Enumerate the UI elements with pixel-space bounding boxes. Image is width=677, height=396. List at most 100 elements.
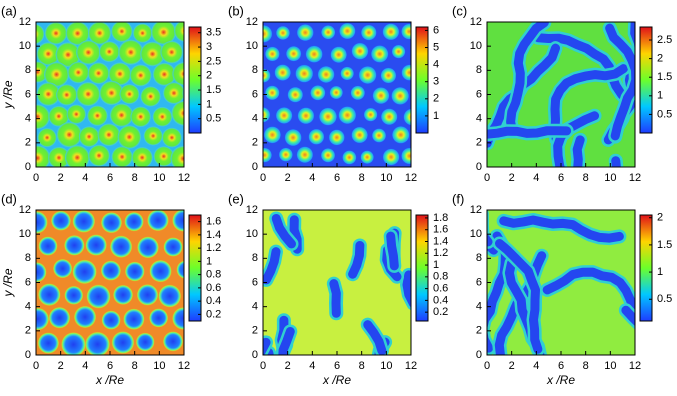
field-spot: [108, 62, 132, 86]
heatmap-field: [487, 210, 635, 355]
x-tick-label: 12: [178, 360, 190, 372]
field-spot: [123, 308, 145, 330]
field-stripe: [278, 326, 295, 355]
field-spot: [263, 147, 273, 163]
field-spot: [285, 45, 302, 62]
x-tick-label: 6: [558, 360, 564, 372]
field-spot: [135, 332, 155, 352]
field-spot: [318, 107, 338, 126]
field-spot: [65, 145, 90, 167]
field-spot: [129, 64, 152, 87]
colorbar: [639, 214, 653, 322]
y-tick-label: 8: [25, 64, 31, 76]
y-tick-label: 4: [252, 301, 258, 313]
x-tick-label: 10: [604, 360, 616, 372]
x-tick-label: 0: [260, 172, 266, 184]
field-stripe: [499, 215, 624, 243]
field-spot: [111, 22, 133, 42]
field-spot: [72, 210, 96, 233]
field-spot: [36, 42, 60, 66]
field-background: [36, 210, 184, 355]
field-spot: [130, 106, 151, 127]
x-tick-label: 2: [58, 360, 64, 372]
field-stripe: [264, 348, 274, 355]
colorbar-tick-label: 1: [433, 110, 439, 122]
y-tick-label: 6: [476, 276, 482, 288]
x-tick-label: 12: [178, 172, 190, 184]
field-spot: [358, 65, 377, 85]
field-spot: [171, 100, 184, 126]
y-tick-label: 6: [476, 88, 482, 100]
colorbar-tick-label: 2: [206, 70, 212, 82]
colorbar-tick-label: 1.4: [206, 229, 221, 241]
field-spot: [98, 41, 120, 63]
colorbar-tick-label: 1.2: [206, 242, 221, 254]
colorbar-tick-label: 6: [433, 24, 439, 36]
x-tick-label: 8: [132, 172, 138, 184]
y-tick-label: 10: [19, 228, 31, 240]
x-tick-label: 0: [484, 360, 490, 372]
colorbar-tick-label: 2: [657, 53, 663, 65]
field-spot: [382, 23, 400, 41]
colorbar: [415, 26, 429, 134]
field-spot: [264, 46, 280, 62]
field-spot: [187, 332, 207, 352]
y-tick-label: 0: [252, 161, 258, 173]
y-tick-label: 10: [19, 40, 31, 52]
field-spot: [338, 22, 356, 40]
y-tick-label: 12: [246, 16, 258, 28]
y-tick-label: 0: [25, 161, 31, 173]
field-spot: [85, 234, 107, 256]
y-tick-label: 2: [25, 325, 31, 337]
field-spot: [140, 86, 161, 107]
field-spot: [50, 210, 71, 231]
colorbar: [415, 214, 429, 322]
field-spot: [133, 23, 153, 43]
field-stripe: [550, 64, 628, 144]
field-spot: [305, 45, 323, 63]
panel-label: (b): [228, 3, 244, 18]
field-spot: [36, 145, 51, 167]
field-stripe: [402, 270, 411, 308]
field-spot: [37, 128, 57, 148]
field-spot: [37, 283, 61, 307]
field-spot: [48, 146, 70, 167]
field-spot: [351, 42, 369, 60]
field-spot: [36, 210, 48, 234]
colorbar-tick-label: 3: [206, 41, 212, 53]
x-tick-label: 6: [558, 172, 564, 184]
y-tick-label: 10: [470, 228, 482, 240]
y-tick-label: 12: [19, 16, 31, 28]
field-spot: [317, 65, 335, 84]
field-spot: [363, 107, 378, 122]
field-stripe: [271, 213, 296, 249]
y-tick-label: 0: [25, 349, 31, 361]
x-tick-label: 2: [285, 172, 291, 184]
x-tick-label: 4: [309, 172, 315, 184]
field-spot: [64, 234, 85, 256]
colorbar-tick-label: 0.2: [206, 308, 221, 320]
field-spot: [287, 86, 304, 103]
x-tick-label: 0: [484, 172, 490, 184]
field-spot: [36, 104, 50, 130]
field-spot: [111, 331, 135, 354]
field-stripe: [611, 156, 621, 167]
field-spot: [296, 146, 314, 164]
field-spot: [55, 42, 81, 68]
colorbar: [188, 26, 202, 134]
field-spot: [44, 62, 69, 87]
x-tick-label: 0: [33, 172, 39, 184]
field-spot: [342, 150, 357, 165]
colorbar-tick-label: 3: [433, 76, 439, 88]
y-tick-label: 2: [25, 137, 31, 149]
field-spot: [163, 237, 183, 257]
field-spot: [65, 22, 90, 46]
field-spot: [87, 105, 108, 126]
field-spot: [149, 259, 172, 283]
y-tick-label: 0: [252, 349, 258, 361]
colorbar-tick-label: 1: [657, 266, 663, 278]
heatmap-field: [36, 22, 184, 167]
